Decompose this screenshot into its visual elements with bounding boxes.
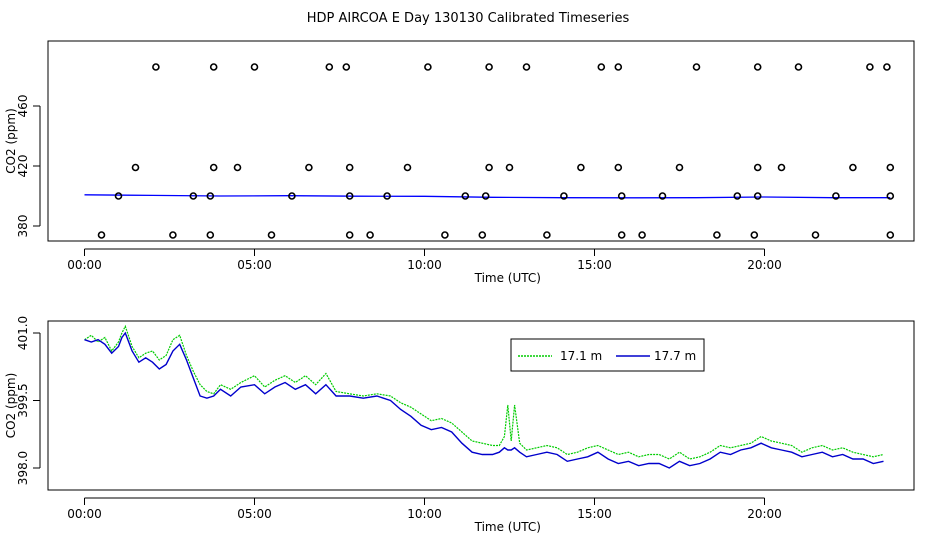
data-point: [753, 192, 762, 200]
data-point: [750, 231, 759, 239]
data-point: [886, 163, 895, 172]
data-point: [866, 63, 874, 71]
data-point: [577, 163, 585, 172]
data-point: [152, 63, 160, 71]
x-tick-label: 20:00: [747, 258, 782, 272]
data-point: [832, 192, 840, 200]
y-tick-label: 399.5: [16, 383, 30, 417]
x-tick-label: 00:00: [67, 258, 102, 272]
x-tick-label: 15:00: [577, 507, 612, 521]
x-tick-label: 05:00: [237, 507, 272, 521]
chart-title: HDP AIRCOA E Day 130130 Calibrated Times…: [307, 11, 630, 26]
plot-frame: [47, 320, 915, 491]
data-point: [478, 231, 487, 239]
x-tick-label: 20:00: [747, 507, 782, 521]
y-tick-label: 380: [16, 215, 30, 238]
series-line-1: [84, 324, 884, 460]
panel-bottom: 00:00 05:00 10:00 15:00 20:00 Time (UTC) 398.0…: [4, 316, 915, 534]
data-point: [403, 163, 412, 172]
data-point: [713, 231, 721, 239]
data-point: [325, 63, 334, 71]
series-line: [84, 194, 891, 199]
data-point: [794, 63, 803, 71]
data-point: [522, 63, 531, 71]
y-tick-label: 401.0: [16, 316, 30, 350]
data-point: [461, 192, 470, 200]
data-point: [658, 192, 667, 200]
legend-box: [510, 338, 705, 372]
y-axis-label: CO2 (ppm): [4, 373, 18, 439]
data-point: [638, 231, 646, 239]
data-point: [485, 163, 493, 172]
data-point: [345, 192, 354, 200]
data-point: [777, 163, 786, 172]
data-point: [597, 63, 606, 71]
x-axis-label: Time (UTC): [474, 271, 541, 285]
x-tick-label: 10:00: [407, 507, 442, 521]
x-axis-label: Time (UTC): [474, 520, 541, 534]
y-tick-label: 460: [16, 95, 30, 118]
legend: 17.1 m 17.7 m: [510, 338, 705, 372]
plot-frame: [47, 40, 915, 242]
data-point: [617, 192, 626, 200]
y-tick-label: 420: [16, 155, 30, 178]
data-point: [441, 231, 449, 239]
data-point: [675, 163, 684, 172]
legend-label: 17.1 m: [560, 349, 602, 363]
legend-label: 17.7 m: [654, 349, 696, 363]
data-point: [481, 192, 490, 200]
data-point: [209, 63, 218, 71]
data-point: [288, 192, 296, 200]
data-point: [189, 192, 198, 200]
data-point: [733, 192, 742, 200]
data-point: [206, 231, 215, 239]
data-point: [206, 192, 215, 200]
data-point: [505, 163, 514, 172]
data-point: [811, 231, 820, 239]
x-tick-label: 10:00: [407, 258, 442, 272]
data-point: [753, 63, 762, 71]
data-point: [267, 231, 276, 239]
data-point: [366, 231, 374, 239]
data-point: [424, 63, 432, 71]
x-tick-label: 05:00: [237, 258, 272, 272]
data-point: [209, 163, 218, 172]
data-point: [614, 63, 623, 71]
data-point: [886, 192, 895, 200]
data-point: [886, 231, 895, 239]
series-line-2: [84, 331, 884, 469]
data-point: [614, 163, 623, 172]
data-point: [131, 163, 140, 172]
data-point: [345, 231, 354, 239]
data-point: [543, 231, 551, 239]
x-tick-label: 15:00: [577, 258, 612, 272]
data-point: [692, 63, 701, 71]
panel-top: 00:00 05:00 10:00 15:00 20:00 Time (UTC) 380 42…: [4, 40, 915, 285]
data-point: [97, 231, 106, 239]
y-axis-label: CO2 (ppm): [4, 108, 18, 174]
data-point: [560, 192, 568, 200]
data-point: [169, 231, 177, 239]
data-point: [250, 63, 259, 71]
data-point: [342, 63, 351, 71]
data-point: [114, 192, 123, 200]
data-point: [345, 163, 354, 172]
data-point: [883, 63, 891, 71]
data-point: [383, 192, 391, 200]
x-tick-label: 00:00: [67, 507, 102, 521]
data-point: [849, 163, 857, 172]
data-point: [617, 231, 626, 239]
data-point: [305, 163, 313, 172]
data-point: [233, 163, 242, 172]
y-tick-label: 398.0: [16, 451, 30, 485]
data-point: [753, 163, 762, 172]
data-point: [485, 63, 493, 71]
